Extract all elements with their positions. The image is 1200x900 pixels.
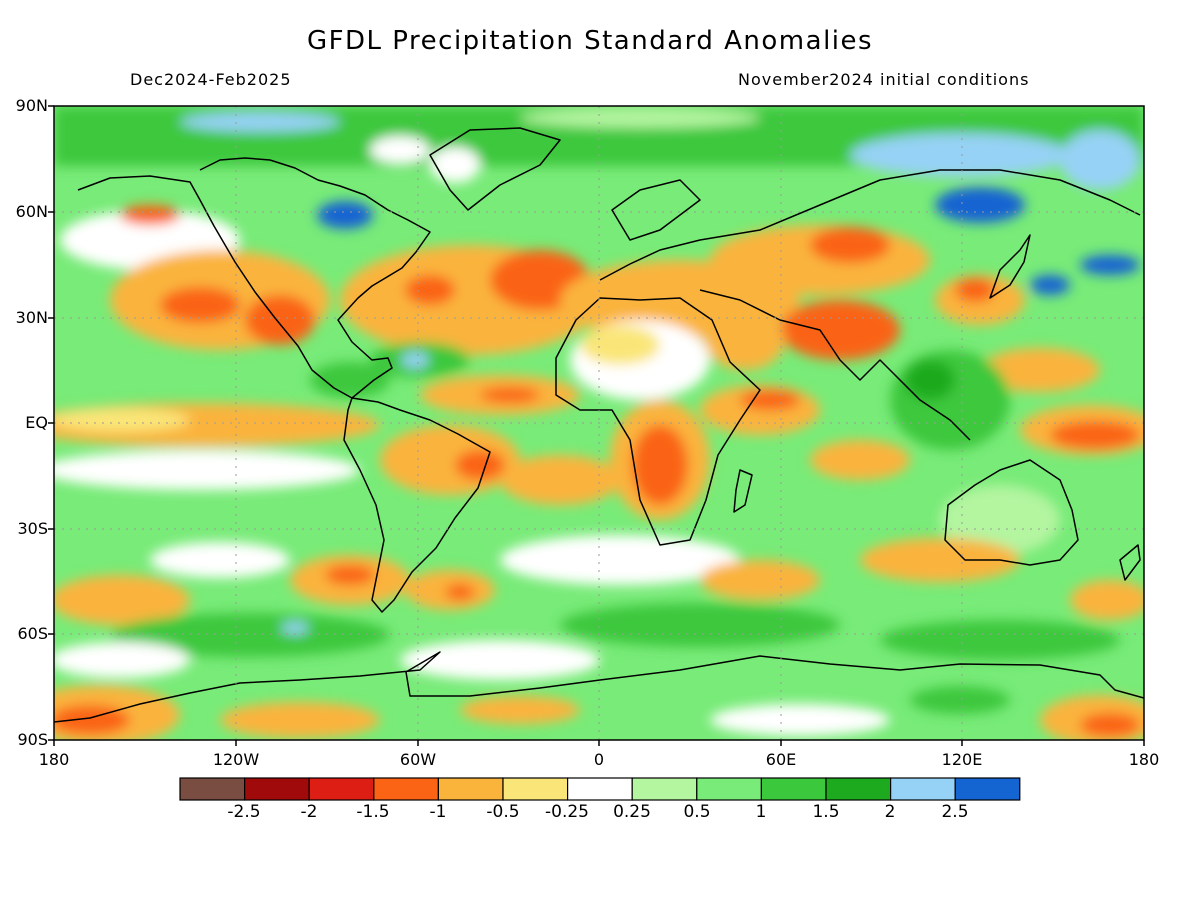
colorbar-swatch — [437, 777, 504, 801]
lon-label-180w: 180 — [38, 750, 70, 769]
colorbar-swatch — [825, 777, 892, 801]
lon-label-60w: 60W — [399, 750, 437, 769]
lat-label-90n: 90N — [15, 96, 48, 115]
colorbar-swatch — [760, 777, 827, 801]
colorbar-swatch — [308, 777, 375, 801]
colorbar — [179, 777, 1021, 801]
colorbar-label: -2 — [300, 802, 318, 822]
colorbar-swatch — [373, 777, 439, 801]
colorbar-swatch — [954, 777, 1021, 801]
lat-label-60n: 60N — [15, 202, 48, 221]
colorbar-label: -2.5 — [227, 802, 261, 822]
map-title: GFDL Precipitation Standard Anomalies — [306, 26, 874, 56]
colorbar-label: 0.25 — [613, 802, 651, 822]
lon-label-120e: 120E — [941, 750, 983, 769]
colorbar-swatch — [244, 777, 310, 801]
lon-label-120w: 120W — [212, 750, 260, 769]
colorbar-label: 0.5 — [683, 802, 711, 822]
colorbar-label: -0.25 — [545, 802, 589, 822]
lat-label-30s: 30S — [17, 519, 48, 538]
colorbar-label: 1 — [755, 802, 767, 822]
colorbar-label: -1.5 — [356, 802, 390, 822]
lat-label-60s: 60S — [17, 624, 48, 643]
colorbar-label: -1 — [429, 802, 447, 822]
anomaly-field — [54, 106, 1144, 740]
colorbar-label: 1.5 — [812, 802, 840, 822]
initial-conditions: November2024 initial conditions — [738, 70, 1030, 89]
colorbar-swatch — [631, 777, 698, 801]
lat-label-30n: 30N — [15, 308, 48, 327]
gridlines — [54, 106, 1144, 740]
colorbar-label: 2.5 — [941, 802, 969, 822]
colorbar-swatch — [566, 777, 633, 801]
lon-label-180e: 180 — [1128, 750, 1160, 769]
tick-marks — [48, 105, 1145, 746]
lon-label-0: 0 — [593, 750, 605, 769]
colorbar-label: -0.5 — [486, 802, 520, 822]
colorbar-swatch — [889, 777, 956, 801]
lat-label-90s: 90S — [17, 730, 48, 749]
lon-label-60e: 60E — [765, 750, 797, 769]
colorbar-swatch — [502, 777, 569, 801]
lat-label-eq: EQ — [25, 413, 48, 432]
colorbar-swatch — [179, 777, 246, 801]
colorbar-swatch — [696, 777, 762, 801]
forecast-period: Dec2024-Feb2025 — [130, 70, 292, 89]
colorbar-label: 2 — [884, 802, 896, 822]
coastlines — [54, 127, 1144, 723]
